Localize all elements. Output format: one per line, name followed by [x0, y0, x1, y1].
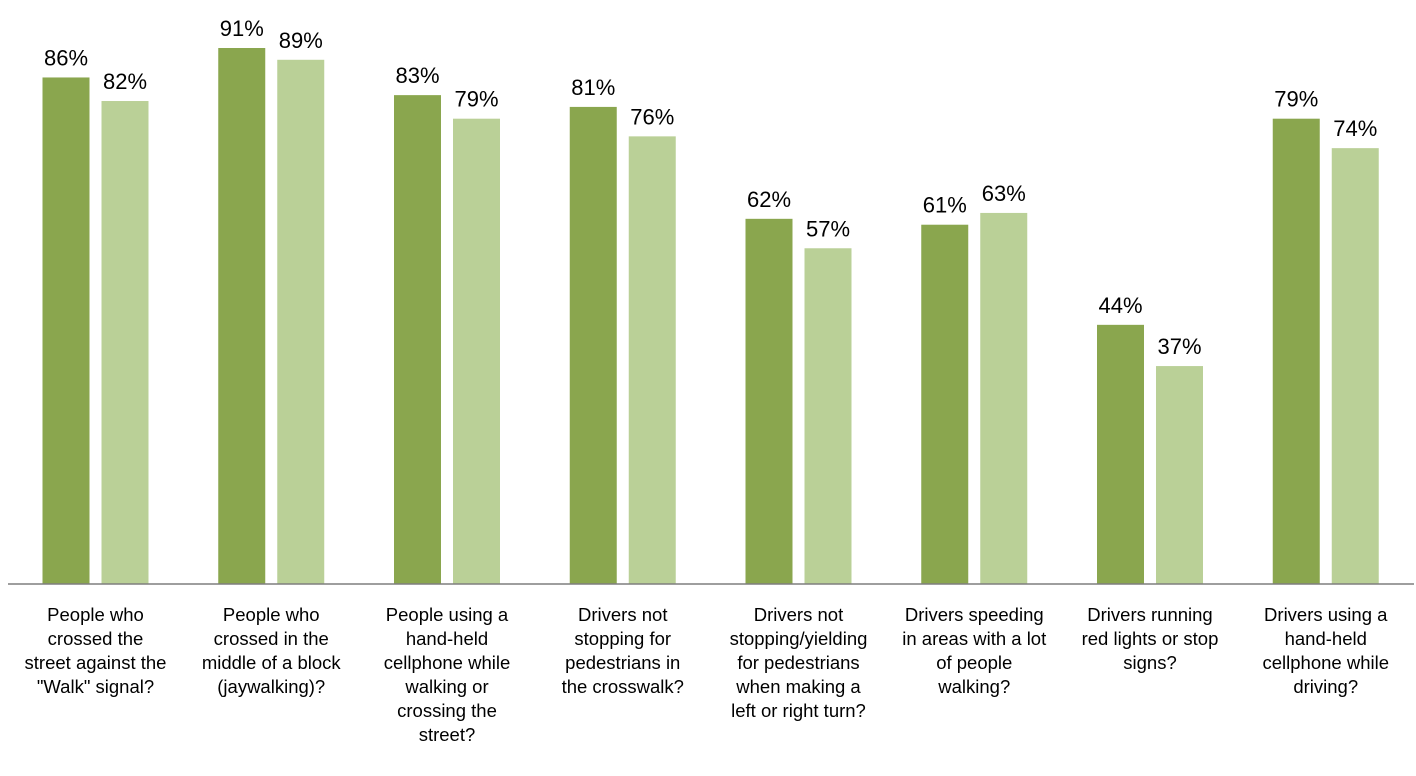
bar-series2-cat8: [1331, 148, 1379, 584]
bar-series2-cat2: [277, 59, 325, 585]
bar-series1-cat2: [218, 48, 266, 584]
value-label-series1-cat1: 86%: [44, 45, 88, 70]
bar-series1-cat7: [1097, 324, 1144, 584]
category-label-5: Drivers not stopping/yielding for pedest…: [729, 604, 868, 721]
bar-series1-cat5: [745, 218, 793, 584]
value-labels-group: 86% 82% 91% 89% 83% 79% 81% 76% 62% 57% 61% 63% 44% 3…: [44, 16, 1377, 359]
value-label-series1-cat5: 62%: [747, 187, 791, 212]
value-label-series1-cat4: 81%: [571, 75, 615, 100]
bar-series2-cat3: [453, 118, 500, 584]
category-label-7: Drivers running red lights or stop signs…: [1081, 604, 1219, 673]
value-label-series1-cat8: 79%: [1274, 87, 1318, 112]
value-label-series2-cat5: 57%: [806, 216, 850, 241]
value-label-series1-cat2: 91%: [220, 16, 264, 41]
value-label-series2-cat3: 79%: [454, 87, 498, 112]
category-label-8: Drivers using a hand-held cellphone whil…: [1262, 604, 1389, 697]
bar-series2-cat4: [628, 136, 676, 585]
bar-series2-cat5: [804, 248, 852, 584]
category-label-4: Drivers not stopping for pedestrians in …: [561, 604, 684, 697]
value-label-series2-cat2: 89%: [279, 28, 323, 53]
value-label-series2-cat1: 82%: [103, 69, 147, 94]
value-label-series1-cat3: 83%: [395, 63, 439, 88]
value-label-series1-cat7: 44%: [1098, 293, 1142, 318]
bar-series2-cat1: [101, 101, 149, 585]
value-label-series2-cat4: 76%: [630, 104, 674, 129]
bar-series1-cat6: [921, 224, 969, 584]
bar-series2-cat6: [980, 212, 1028, 584]
value-label-series2-cat7: 37%: [1157, 334, 1201, 359]
category-label-1: People who crossed the street against th…: [24, 604, 167, 697]
value-label-series2-cat6: 63%: [982, 181, 1026, 206]
category-label-2: People who crossed in the middle of a bl…: [201, 604, 341, 697]
value-label-series2-cat8: 74%: [1333, 116, 1377, 141]
bar-series2-cat7: [1156, 366, 1203, 584]
bar-series1-cat3: [394, 95, 441, 584]
value-label-series1-cat6: 61%: [923, 193, 967, 218]
category-label-6: Drivers speeding in areas with a lot of …: [902, 604, 1047, 697]
bars-group: [42, 48, 1379, 585]
bar-series1-cat1: [42, 77, 90, 585]
bar-series1-cat4: [569, 106, 617, 584]
bar-series1-cat8: [1272, 118, 1320, 584]
category-label-3: People using a hand-held cellphone while…: [383, 604, 511, 745]
